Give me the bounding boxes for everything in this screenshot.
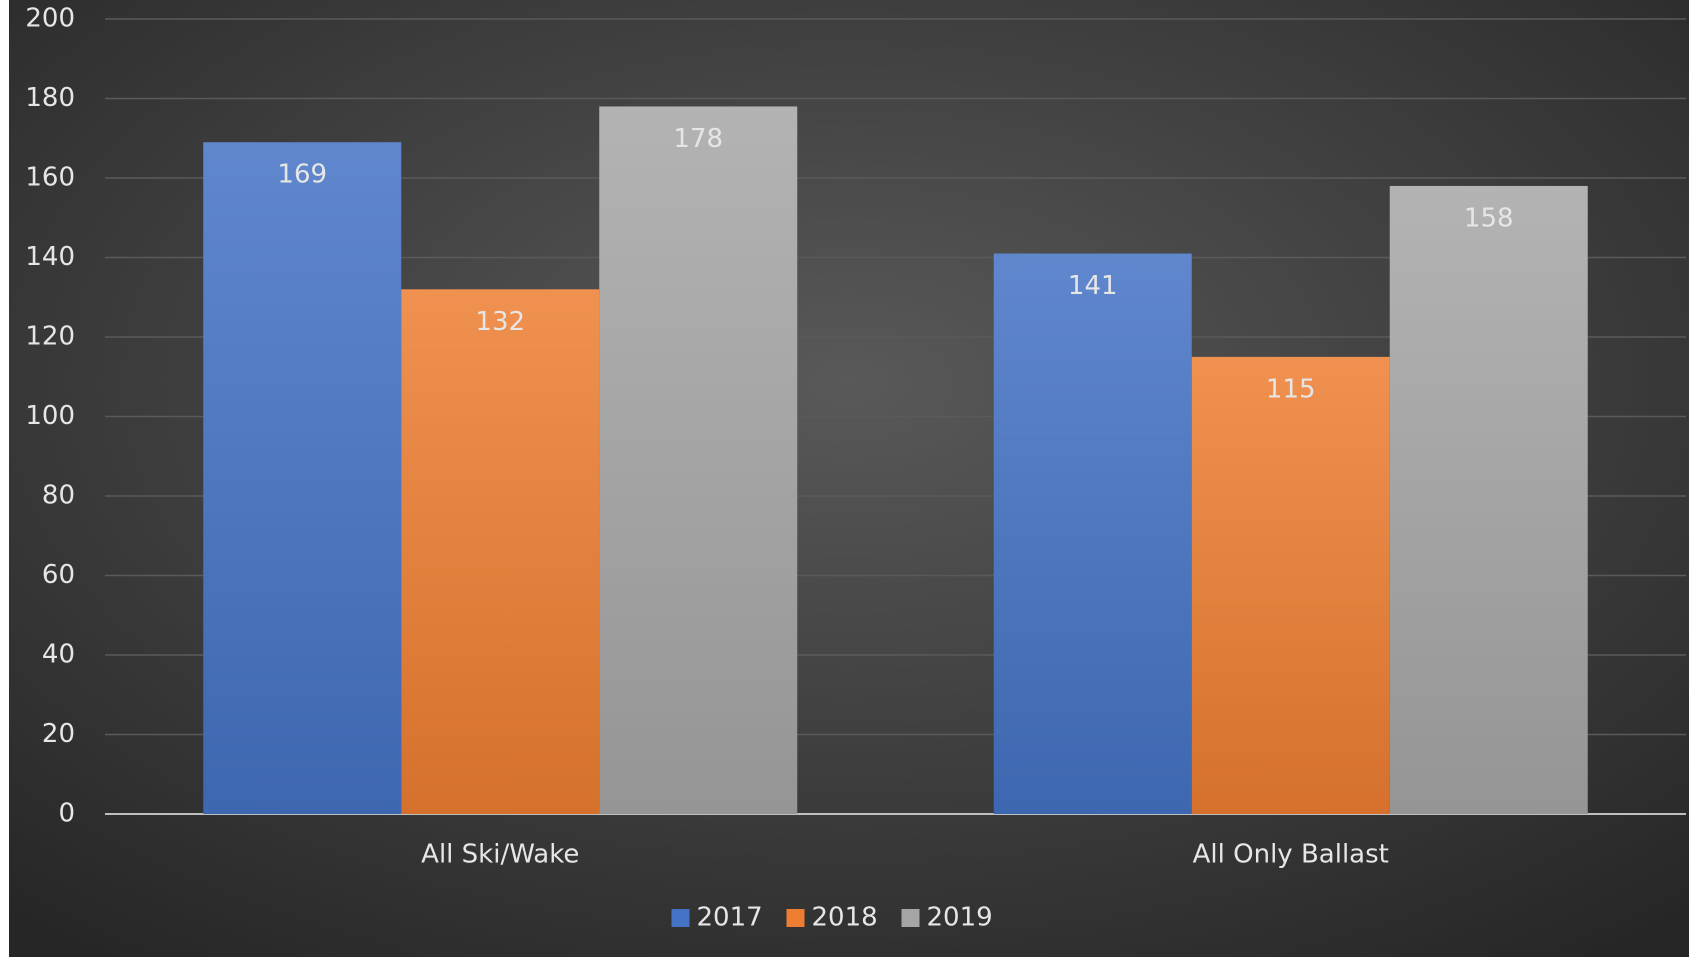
data-label: 169	[277, 160, 327, 190]
data-label: 178	[673, 124, 723, 154]
legend-swatch	[901, 909, 920, 927]
y-tick-label: 40	[42, 640, 75, 670]
bar	[1389, 185, 1588, 814]
legend-label: 2018	[812, 903, 878, 933]
y-tick-label: 60	[42, 560, 75, 590]
y-tick-label: 180	[25, 83, 75, 113]
legend-swatch	[786, 909, 805, 927]
y-tick-label: 200	[25, 4, 75, 34]
y-tick-label: 160	[25, 163, 75, 193]
y-tick-label: 80	[42, 481, 75, 511]
x-tick-label: All Ski/Wake	[421, 840, 579, 870]
data-label: 115	[1266, 374, 1316, 404]
y-tick-label: 140	[25, 242, 75, 272]
data-label: 158	[1464, 203, 1514, 233]
y-tick-label: 100	[25, 401, 75, 431]
y-tick-label: 20	[42, 719, 75, 749]
bar	[203, 142, 402, 815]
bar	[599, 106, 798, 814]
bar	[993, 253, 1192, 814]
bar	[1191, 356, 1390, 814]
legend-label: 2017	[697, 903, 763, 933]
y-tick-label: 0	[58, 799, 75, 829]
bar	[401, 289, 600, 814]
data-label: 132	[475, 307, 525, 337]
legend-label: 2019	[927, 903, 993, 933]
legend-swatch	[671, 909, 690, 927]
data-label: 141	[1068, 271, 1118, 301]
y-tick-label: 120	[25, 322, 75, 352]
x-tick-label: All Only Ballast	[1193, 840, 1389, 870]
